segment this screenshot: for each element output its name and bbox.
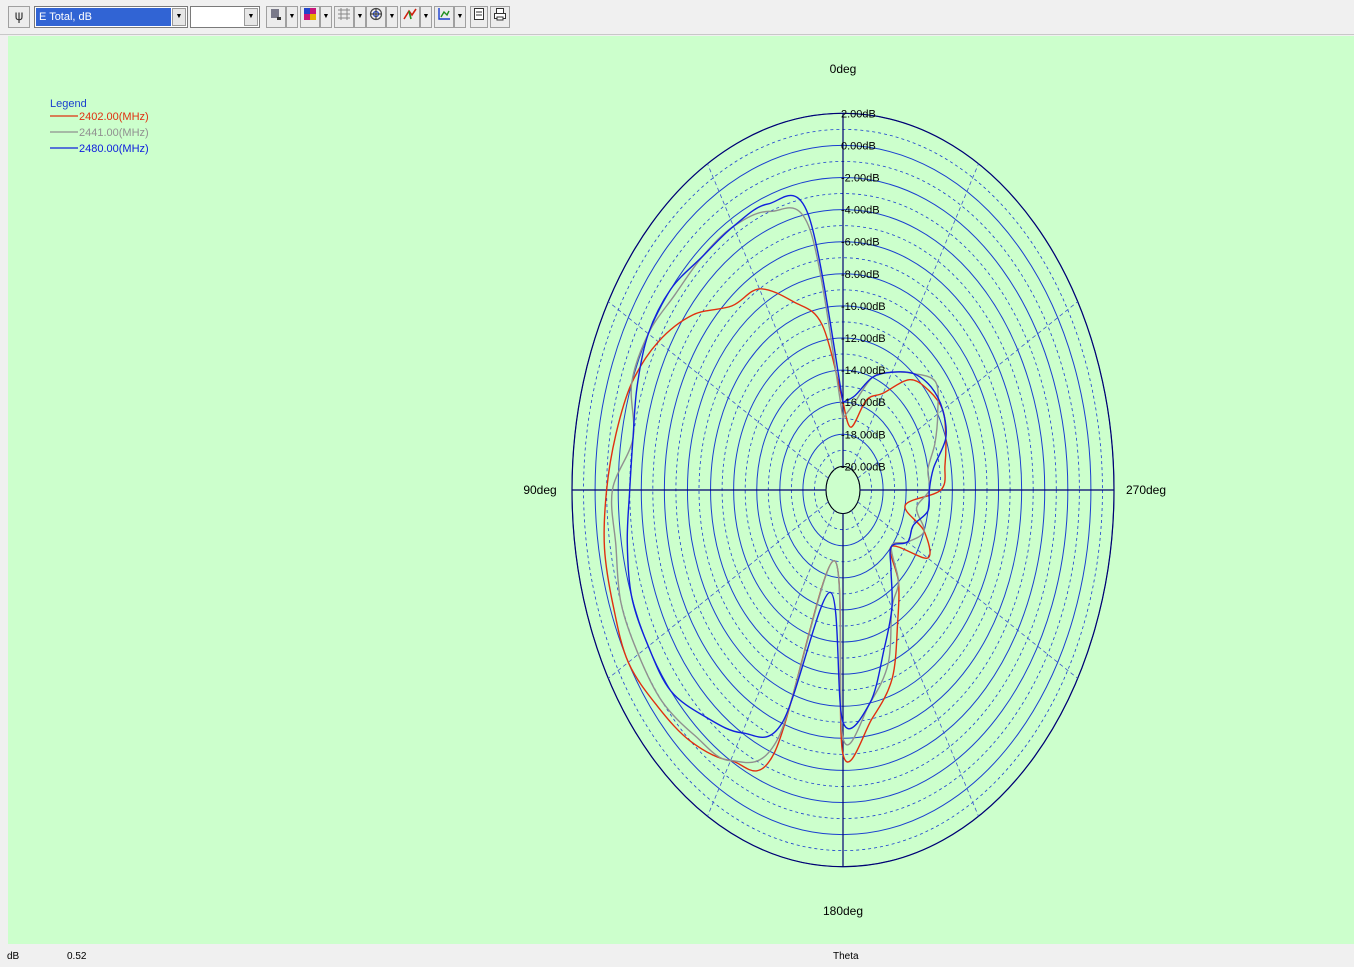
plot-settings-icon[interactable]: ψ xyxy=(8,6,30,28)
angular-tick-label: 90deg xyxy=(523,483,556,497)
radial-tick-label: -12.00dB xyxy=(841,333,886,345)
chevron-down-icon[interactable]: ▼ xyxy=(286,6,298,28)
chevron-down-icon[interactable]: ▼ xyxy=(354,6,366,28)
secondary-select-value xyxy=(192,8,243,26)
status-unit: dB xyxy=(7,951,20,962)
status-value: 0.52 xyxy=(67,951,87,962)
legend-entry: 2402.00(MHz) xyxy=(79,111,149,123)
radial-tick-label: -14.00dB xyxy=(841,365,886,377)
polar-plot-area[interactable]: 2.00dB 0.00dB -2.00dB -4.00dB -6.00dB -8.00dB… xyxy=(8,36,1354,944)
radial-tick-label: -20.00dB xyxy=(841,461,886,473)
secondary-select[interactable]: ▼ xyxy=(190,6,260,28)
copy-icon[interactable] xyxy=(470,6,488,28)
trace-style-icon[interactable] xyxy=(266,6,286,28)
angular-grid-spoke xyxy=(608,301,829,479)
angular-grid-spoke xyxy=(857,501,1078,679)
legend-entry: 2480.00(MHz) xyxy=(79,143,149,155)
legend-title: Legend xyxy=(50,98,87,110)
color-map-icon[interactable] xyxy=(300,6,320,28)
angular-tick-label: 180deg xyxy=(823,904,863,918)
chevron-down-icon[interactable]: ▼ xyxy=(320,6,332,28)
radial-tick-label: -6.00dB xyxy=(841,237,880,249)
radial-tick-label: -4.00dB xyxy=(841,205,880,217)
chevron-down-icon[interactable]: ▼ xyxy=(386,6,398,28)
angular-grid-spoke xyxy=(707,510,835,817)
polar-inner-hole xyxy=(825,465,861,515)
polar-chart[interactable]: 2.00dB 0.00dB -2.00dB -4.00dB -6.00dB -8.00dB… xyxy=(8,36,1354,944)
legend: Legend 2402.00(MHz) 2441.00(MHz) 2480.00(M… xyxy=(50,98,149,155)
angular-tick-label: 0deg xyxy=(830,62,857,76)
axis-icon[interactable] xyxy=(434,6,454,28)
radial-tick-label: -18.00dB xyxy=(841,429,886,441)
radial-tick-label: -2.00dB xyxy=(841,173,880,185)
legend-entry: 2441.00(MHz) xyxy=(79,127,149,139)
angular-grid-spoke xyxy=(851,510,979,817)
grid-layer xyxy=(571,112,1115,868)
label-layer: 2.00dB 0.00dB -2.00dB -4.00dB -6.00dB -8.00dB… xyxy=(523,62,1166,918)
angular-grid-spoke xyxy=(857,301,1078,479)
radial-tick-label: 0.00dB xyxy=(841,140,876,152)
statusbar: dB 0.52 Theta xyxy=(0,946,1354,967)
radial-tick-label: -8.00dB xyxy=(841,269,880,281)
toolbar: ψ E Total, dB ▼ ▼ ▼ ▼ ▼ ▼ ▼ ▼ xyxy=(0,0,1354,35)
series-layer xyxy=(603,194,947,772)
print-icon[interactable] xyxy=(490,6,510,28)
radial-tick-label: 2.00dB xyxy=(841,108,876,120)
chevron-down-icon[interactable]: ▼ xyxy=(420,6,432,28)
chevron-down-icon[interactable]: ▼ xyxy=(244,8,258,26)
marker-icon[interactable] xyxy=(400,6,420,28)
chevron-down-icon[interactable]: ▼ xyxy=(454,6,466,28)
series-line xyxy=(610,207,939,764)
status-axis-label: Theta xyxy=(833,951,859,962)
chevron-down-icon[interactable]: ▼ xyxy=(172,8,186,26)
angular-grid-spoke xyxy=(608,501,829,679)
quantity-select[interactable]: E Total, dB ▼ xyxy=(34,6,188,28)
grid-icon[interactable] xyxy=(334,6,354,28)
radial-tick-label: -16.00dB xyxy=(841,397,886,409)
series-line xyxy=(626,194,947,738)
radial-tick-label: -10.00dB xyxy=(841,301,886,313)
angular-grid-spoke xyxy=(707,163,835,470)
quantity-select-value: E Total, dB xyxy=(36,8,171,26)
angular-grid-spoke xyxy=(851,163,979,470)
angular-tick-label: 270deg xyxy=(1126,483,1166,497)
polar-icon[interactable] xyxy=(366,6,386,28)
